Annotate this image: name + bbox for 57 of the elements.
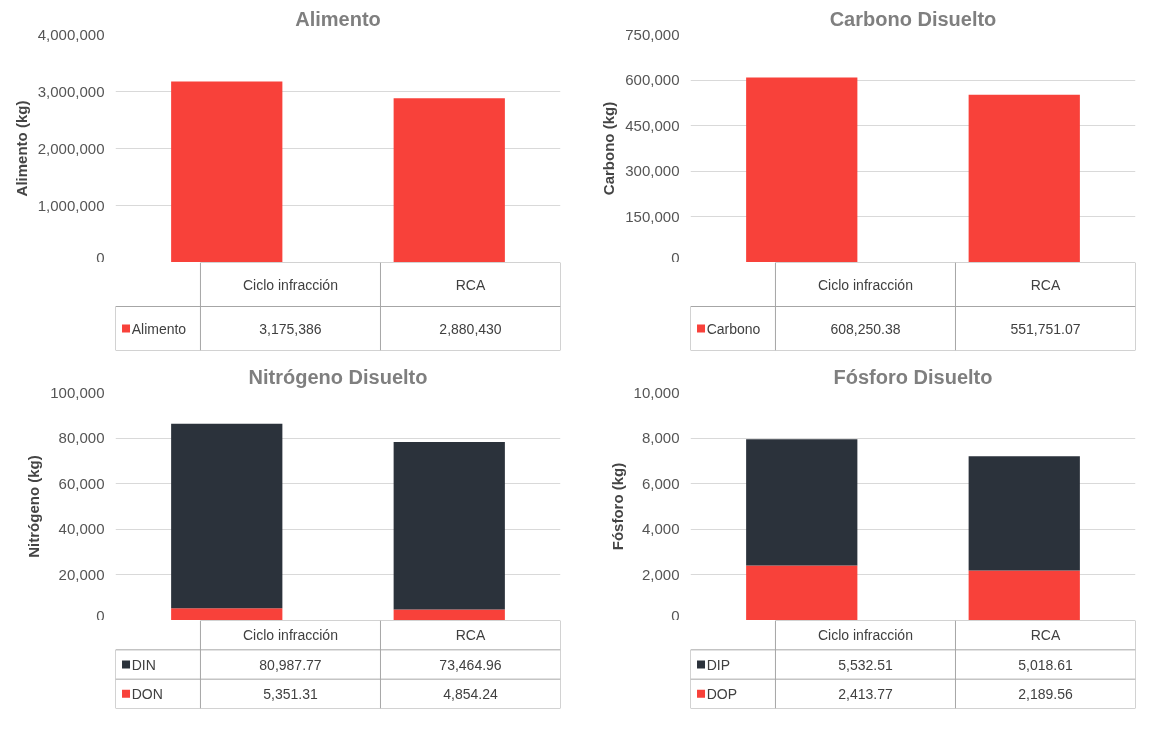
data-label: 4,854.24 <box>443 685 498 702</box>
y-tick-label: 0 <box>671 606 680 624</box>
chart-title: Carbono Disuelto <box>829 7 997 30</box>
y-tick-label: 20,000 <box>58 565 105 583</box>
y-tick-label: 450,000 <box>625 116 680 134</box>
x-tick-label: Ciclo infracción <box>243 276 338 293</box>
y-axis-title: Fósforo (kg) <box>608 462 626 551</box>
data-label: 80,987.77 <box>259 656 322 673</box>
x-tick-label: Ciclo infracción <box>818 276 913 293</box>
y-tick-label: 300,000 <box>625 162 680 180</box>
y-tick-label: 4,000 <box>641 520 680 538</box>
y-axis-title: Alimento (kg) <box>12 100 30 197</box>
x-tick-label: RCA <box>1030 276 1061 293</box>
legend-label: Carbono <box>706 320 761 337</box>
data-label: 5,018.61 <box>1018 656 1073 673</box>
x-tick-label: RCA <box>455 276 486 293</box>
x-tick-label: Ciclo infracción <box>818 627 913 644</box>
y-tick-label: 0 <box>96 606 105 624</box>
y-tick-label: 600,000 <box>625 71 680 89</box>
legend-label: Alimento <box>131 320 187 337</box>
chart-title: Alimento <box>295 7 381 30</box>
data-label: 551,751.07 <box>1010 320 1081 337</box>
data-label: 5,532.51 <box>838 656 893 673</box>
y-tick-label: 80,000 <box>58 429 105 447</box>
y-tick-label: 60,000 <box>58 474 105 492</box>
data-label: 2,880,430 <box>439 320 502 337</box>
data-label: 5,351.31 <box>263 685 318 702</box>
data-label: 3,175,386 <box>259 320 322 337</box>
chart-title: Nitrógeno Disuelto <box>248 365 428 388</box>
data-label: 2,189.56 <box>1018 685 1073 702</box>
y-tick-label: 6,000 <box>641 474 680 492</box>
y-tick-label: 4,000,000 <box>37 25 105 43</box>
x-tick-label: RCA <box>1030 627 1061 644</box>
data-label: 608,250.38 <box>830 320 901 337</box>
x-tick-label: Ciclo infracción <box>243 627 338 644</box>
y-tick-label: 8,000 <box>641 429 680 447</box>
legend-label: DIN <box>131 656 156 673</box>
y-tick-label: 40,000 <box>58 520 105 538</box>
data-label: 2,413.77 <box>838 685 893 702</box>
y-tick-label: 2,000 <box>641 565 680 583</box>
y-tick-label: 3,000,000 <box>37 82 105 100</box>
y-tick-label: 2,000,000 <box>37 139 105 157</box>
y-tick-label: 0 <box>96 248 105 266</box>
x-tick-label: RCA <box>455 627 486 644</box>
legend-label: DIP <box>706 656 731 673</box>
legend-label: DON <box>131 685 163 702</box>
y-axis-title: Nitrógeno (kg) <box>25 455 43 558</box>
y-axis-title: Carbono (kg) <box>600 101 618 196</box>
data-label: 73,464.96 <box>439 656 502 673</box>
y-tick-label: 150,000 <box>625 207 680 225</box>
y-tick-label: 750,000 <box>625 25 680 43</box>
y-tick-label: 10,000 <box>633 383 680 401</box>
chart-title: Fósforo Disuelto <box>833 365 993 388</box>
y-tick-label: 0 <box>671 248 680 266</box>
y-tick-label: 100,000 <box>50 383 105 401</box>
legend-label: DOP <box>706 685 738 702</box>
y-tick-label: 1,000,000 <box>37 196 105 214</box>
